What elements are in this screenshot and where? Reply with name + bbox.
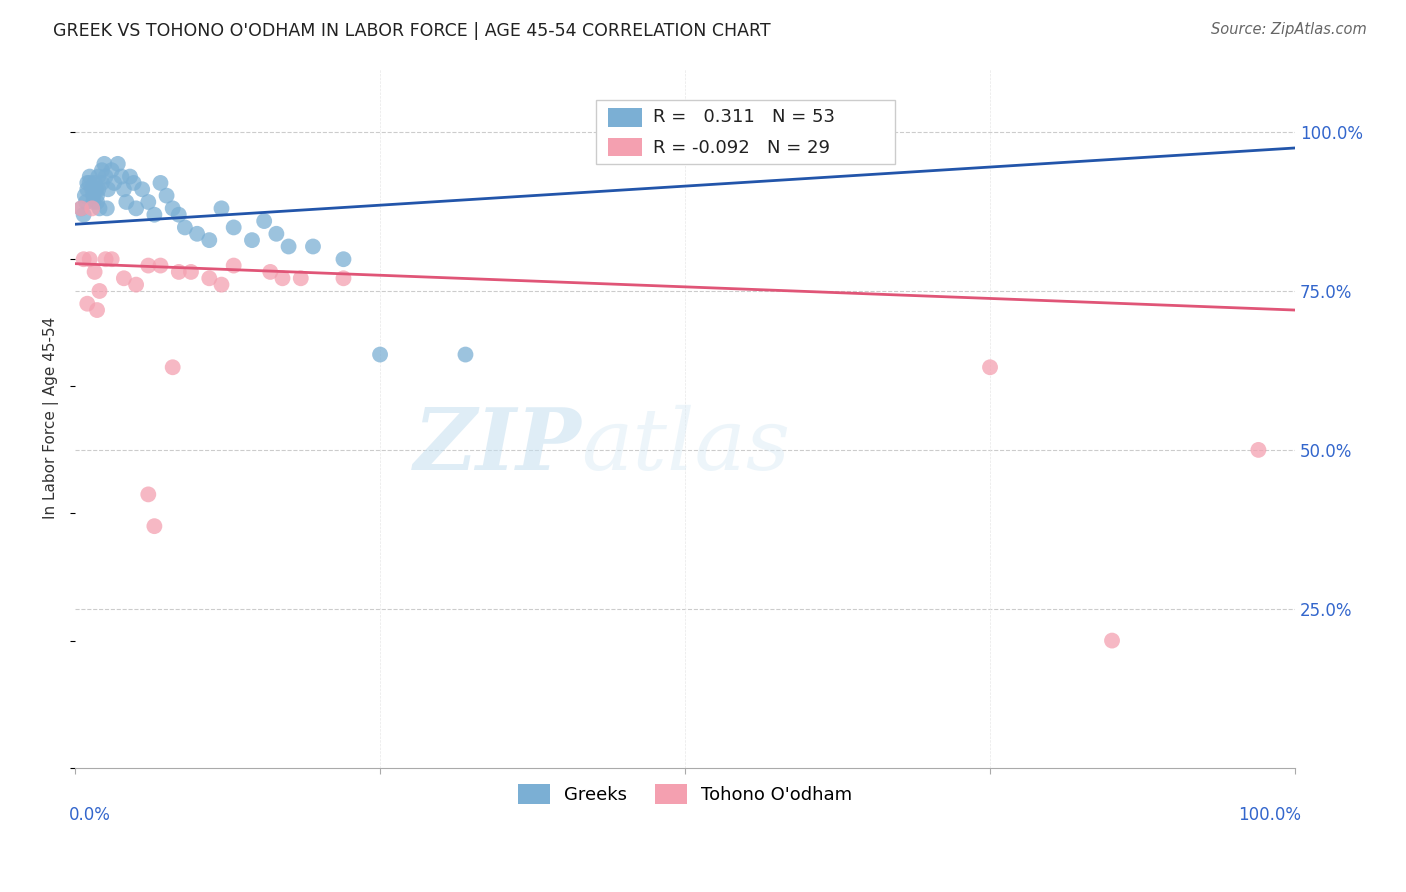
Point [83,176,105,190]
Point [222,220,245,235]
Point [72,252,94,267]
Point [368,347,391,361]
Point [143,208,166,222]
Y-axis label: In Labor Force | Age 45-54: In Labor Force | Age 45-54 [44,317,59,519]
Point [100,252,122,267]
Point [180,265,202,279]
FancyBboxPatch shape [596,100,894,164]
Point [240,233,263,247]
Text: GREEK VS TOHONO O'ODHAM IN LABOR FORCE | AGE 45-54 CORRELATION CHART: GREEK VS TOHONO O'ODHAM IN LABOR FORCE |… [53,22,770,40]
Point [454,347,477,361]
Point [167,208,190,222]
Point [87,182,110,196]
Point [70,202,93,216]
Point [198,233,221,247]
Point [1101,633,1123,648]
Point [136,487,159,501]
Point [162,360,184,375]
Point [125,202,148,216]
Point [96,202,118,216]
Point [110,169,132,184]
Point [173,220,195,235]
Point [149,176,172,190]
Legend: Greeks, Tohono O'odham: Greeks, Tohono O'odham [510,777,860,811]
Point [107,157,129,171]
Point [332,252,354,267]
Point [211,202,233,216]
Point [86,194,108,209]
Text: R = -0.092   N = 29: R = -0.092 N = 29 [654,138,831,156]
Point [136,194,159,209]
Point [136,259,159,273]
Text: 0.0%: 0.0% [69,806,111,824]
Point [89,284,111,298]
Point [112,271,135,285]
Point [90,176,112,190]
Text: Source: ZipAtlas.com: Source: ZipAtlas.com [1211,22,1367,37]
Point [979,360,1001,375]
Point [90,163,112,178]
Point [93,157,115,171]
Text: ZIP: ZIP [413,404,581,488]
Point [70,202,93,216]
Point [86,303,108,318]
Point [155,188,177,202]
Point [277,239,299,253]
Point [76,182,98,196]
Point [302,239,325,253]
Point [143,519,166,533]
Point [82,202,104,216]
Point [76,176,98,190]
Point [100,163,122,178]
Point [79,252,101,267]
Point [94,252,117,267]
Point [73,188,96,202]
Point [83,265,105,279]
Point [89,202,111,216]
Point [162,202,184,216]
Text: R =   0.311   N = 53: R = 0.311 N = 53 [654,109,835,127]
Point [186,227,208,241]
Point [75,194,97,209]
Point [72,208,94,222]
Point [97,182,120,196]
FancyBboxPatch shape [609,108,643,127]
Point [122,176,145,190]
Text: 100.0%: 100.0% [1239,806,1301,824]
Point [94,169,117,184]
Point [82,182,104,196]
Text: atlas: atlas [581,405,790,487]
Point [82,188,104,202]
Point [266,227,288,241]
FancyBboxPatch shape [609,137,643,156]
Point [79,169,101,184]
Point [76,296,98,310]
Point [112,182,135,196]
Point [332,271,354,285]
Point [82,194,104,209]
Point [125,277,148,292]
Point [118,169,141,184]
Point [259,265,281,279]
Point [290,271,312,285]
Point [1247,442,1270,457]
Point [211,277,233,292]
Point [84,182,107,196]
Point [131,182,153,196]
Point [271,271,294,285]
Point [79,176,101,190]
Point [222,259,245,273]
Point [86,188,108,202]
Point [103,176,125,190]
Point [167,265,190,279]
Point [253,214,276,228]
Point [149,259,172,273]
Point [115,194,138,209]
Point [198,271,221,285]
Point [87,169,110,184]
